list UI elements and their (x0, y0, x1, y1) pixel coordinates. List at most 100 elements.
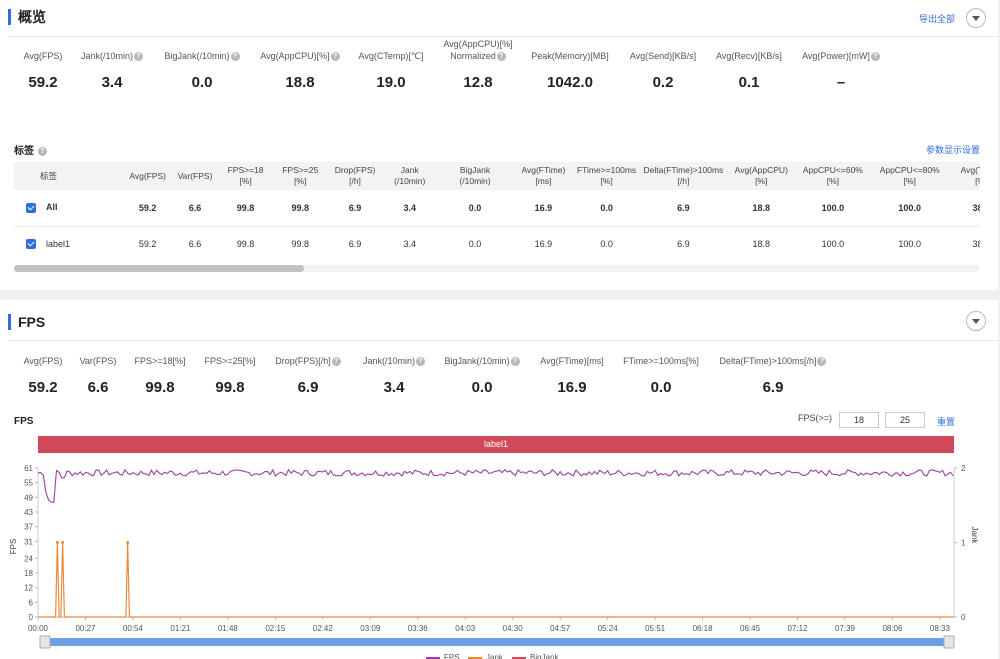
metric-value: 6.6 (87, 379, 109, 396)
y-tick-label: 55 (24, 479, 33, 488)
metric-4: Drop(FPS)[/h]? 6.9 (248, 355, 368, 396)
column-header[interactable]: Avg(AppCPU) [%] (727, 162, 795, 190)
zoom-slider-track (40, 638, 954, 646)
export-all-link[interactable]: 导出全部 (919, 14, 956, 24)
column-header[interactable]: FPS>=18 [%] (218, 162, 273, 190)
x-tick-label: 01:21 (170, 624, 191, 633)
table-row[interactable]: label1 59.2 6.6 99.8 99.8 6.9 3.4 0.0 16.9 0.0 6.9… (14, 226, 980, 262)
help-icon[interactable]: ? (817, 357, 827, 367)
row-checkbox[interactable] (26, 203, 36, 214)
column-header[interactable]: AppCPU<=60% [%] (794, 162, 871, 190)
fps-collapse-button[interactable] (966, 311, 986, 331)
table-cell: 6.9 (327, 226, 383, 262)
row-label-cell: label1 (14, 226, 124, 262)
help-icon[interactable]: ? (330, 52, 340, 62)
metric-3: FPS>=25[%] 99.8 (170, 355, 290, 396)
column-header[interactable]: Avg(FPS) (123, 162, 172, 190)
x-tick-label: 03:09 (360, 624, 381, 633)
fps-filter-label: FPS(>=) (798, 413, 833, 423)
param-settings-link[interactable]: 参数显示设置 (926, 145, 981, 155)
fps-section-title: FPS (8, 314, 45, 330)
y-tick-label: 31 (24, 537, 33, 546)
x-tick-label: 03:36 (408, 624, 429, 633)
tags-title: 标签 ? (14, 142, 47, 157)
y2-tick-label: 2 (961, 464, 966, 473)
metric-label: Avg(Send)[KB/s] (629, 51, 697, 61)
y2-tick-label: 0 (961, 613, 966, 622)
metric-1: Jank(/10min)? 3.4 (52, 50, 172, 91)
table-cell: 59.2 (123, 226, 172, 262)
metric-value: 3.4 (101, 74, 123, 91)
help-icon[interactable]: ? (331, 357, 341, 367)
x-tick-label: 00:54 (123, 624, 144, 633)
y-tick-label: 18 (24, 569, 33, 578)
table-horizontal-scrollbar[interactable] (14, 265, 980, 272)
metric-label: Avg(Recv)[KB/s] (716, 51, 782, 61)
table-cell: 99.8 (218, 226, 273, 262)
chevron-down-icon (972, 318, 980, 324)
column-header[interactable]: Var(FPS) (171, 162, 219, 190)
metric-label: Avg(FTime)[ms] (540, 356, 604, 366)
help-icon[interactable]: ? (37, 146, 47, 156)
table-cell: 59.2 (123, 190, 172, 227)
y-tick-label: 12 (24, 584, 33, 593)
table-header: 标签 Avg(FPS) Var(FPS) FPS>=18 [%] FPS>=25 [%] Dr… (14, 162, 980, 190)
column-header[interactable]: Avg(FTime) [ms] (512, 162, 574, 190)
x-tick-label: 07:39 (835, 624, 856, 633)
fps-threshold-input-1[interactable]: 18 (839, 412, 879, 428)
column-header[interactable]: AppCPU<=80% [%] (870, 162, 949, 190)
table-cell: 0.0 (437, 190, 513, 227)
overview-collapse-button[interactable] (966, 8, 986, 28)
table-cell: 6.6 (171, 226, 219, 262)
table-cell: 0.0 (437, 226, 513, 262)
table-cell: 18.8 (727, 226, 795, 262)
table-cell: 18.8 (727, 190, 795, 227)
y-tick-label: 49 (24, 493, 33, 502)
column-header[interactable]: Avg(TotalC[%] (948, 162, 980, 190)
metric-label: Jank(/10min)? (334, 355, 454, 367)
reset-link[interactable]: 重置 (937, 417, 956, 427)
column-header[interactable]: BigJank (/10min) (437, 162, 513, 190)
metric-6: Peak(Memory)[MB] 1042.0 (510, 50, 630, 91)
column-header[interactable]: Drop(FPS) [/h] (327, 162, 383, 190)
table-cell: 3.4 (382, 226, 438, 262)
column-header[interactable]: Jank (/10min) (382, 162, 438, 190)
fps-series-line (37, 468, 954, 503)
help-icon[interactable]: ? (496, 52, 506, 62)
metric-value: 3.4 (383, 379, 405, 396)
help-icon[interactable]: ? (134, 52, 144, 62)
label1-timeline-bar[interactable]: label1 (38, 436, 954, 453)
metric-8: Avg(Recv)[KB/s] 0.1 (689, 50, 809, 91)
row-checkbox[interactable] (26, 239, 36, 250)
metric-label: Avg(FPS) (23, 356, 63, 366)
metric-value: 59.2 (28, 74, 58, 91)
table-cell: 6.9 (639, 226, 728, 262)
column-header[interactable]: FPS>=25 [%] (272, 162, 328, 190)
fps-chart-title: FPS (14, 416, 34, 427)
zoom-handle-left (39, 635, 51, 649)
scrollbar-thumb[interactable] (14, 265, 304, 272)
y-tick-label: 24 (24, 554, 33, 563)
column-header[interactable]: FTime>=100ms [%] (573, 162, 640, 190)
help-icon[interactable]: ? (230, 52, 240, 62)
metric-value: 12.8 (463, 74, 493, 91)
legend-label: BigJank (530, 653, 559, 659)
help-icon[interactable]: ? (416, 357, 426, 367)
metric-label: Peak(Memory)[MB] (531, 51, 609, 61)
metric-value: 99.8 (145, 379, 175, 396)
y-tick-label: 6 (29, 598, 34, 607)
x-tick-label: 00:00 (28, 624, 49, 633)
jank-point (55, 541, 59, 544)
help-icon[interactable]: ? (870, 52, 880, 62)
help-icon[interactable]: ? (510, 357, 520, 367)
fps-divider (8, 340, 998, 341)
table-row[interactable]: All 59.2 6.6 99.8 99.8 6.9 3.4 0.0 16.9 0.0 6.9 18.… (14, 190, 980, 227)
column-header[interactable]: Delta(FTime)>100ms [/h] (639, 162, 728, 190)
column-header[interactable]: 标签 (14, 162, 124, 190)
table-cell: 0.0 (573, 190, 640, 227)
table-cell: 6.9 (639, 190, 728, 227)
metric-label: FTime>=100ms[%] (623, 356, 699, 366)
x-tick-label: 07:12 (788, 624, 809, 633)
tags-table: 标签 Avg(FPS) Var(FPS) FPS>=18 [%] FPS>=25 [%] Dr… (14, 162, 980, 262)
fps-threshold-input-2[interactable]: 25 (885, 412, 925, 428)
